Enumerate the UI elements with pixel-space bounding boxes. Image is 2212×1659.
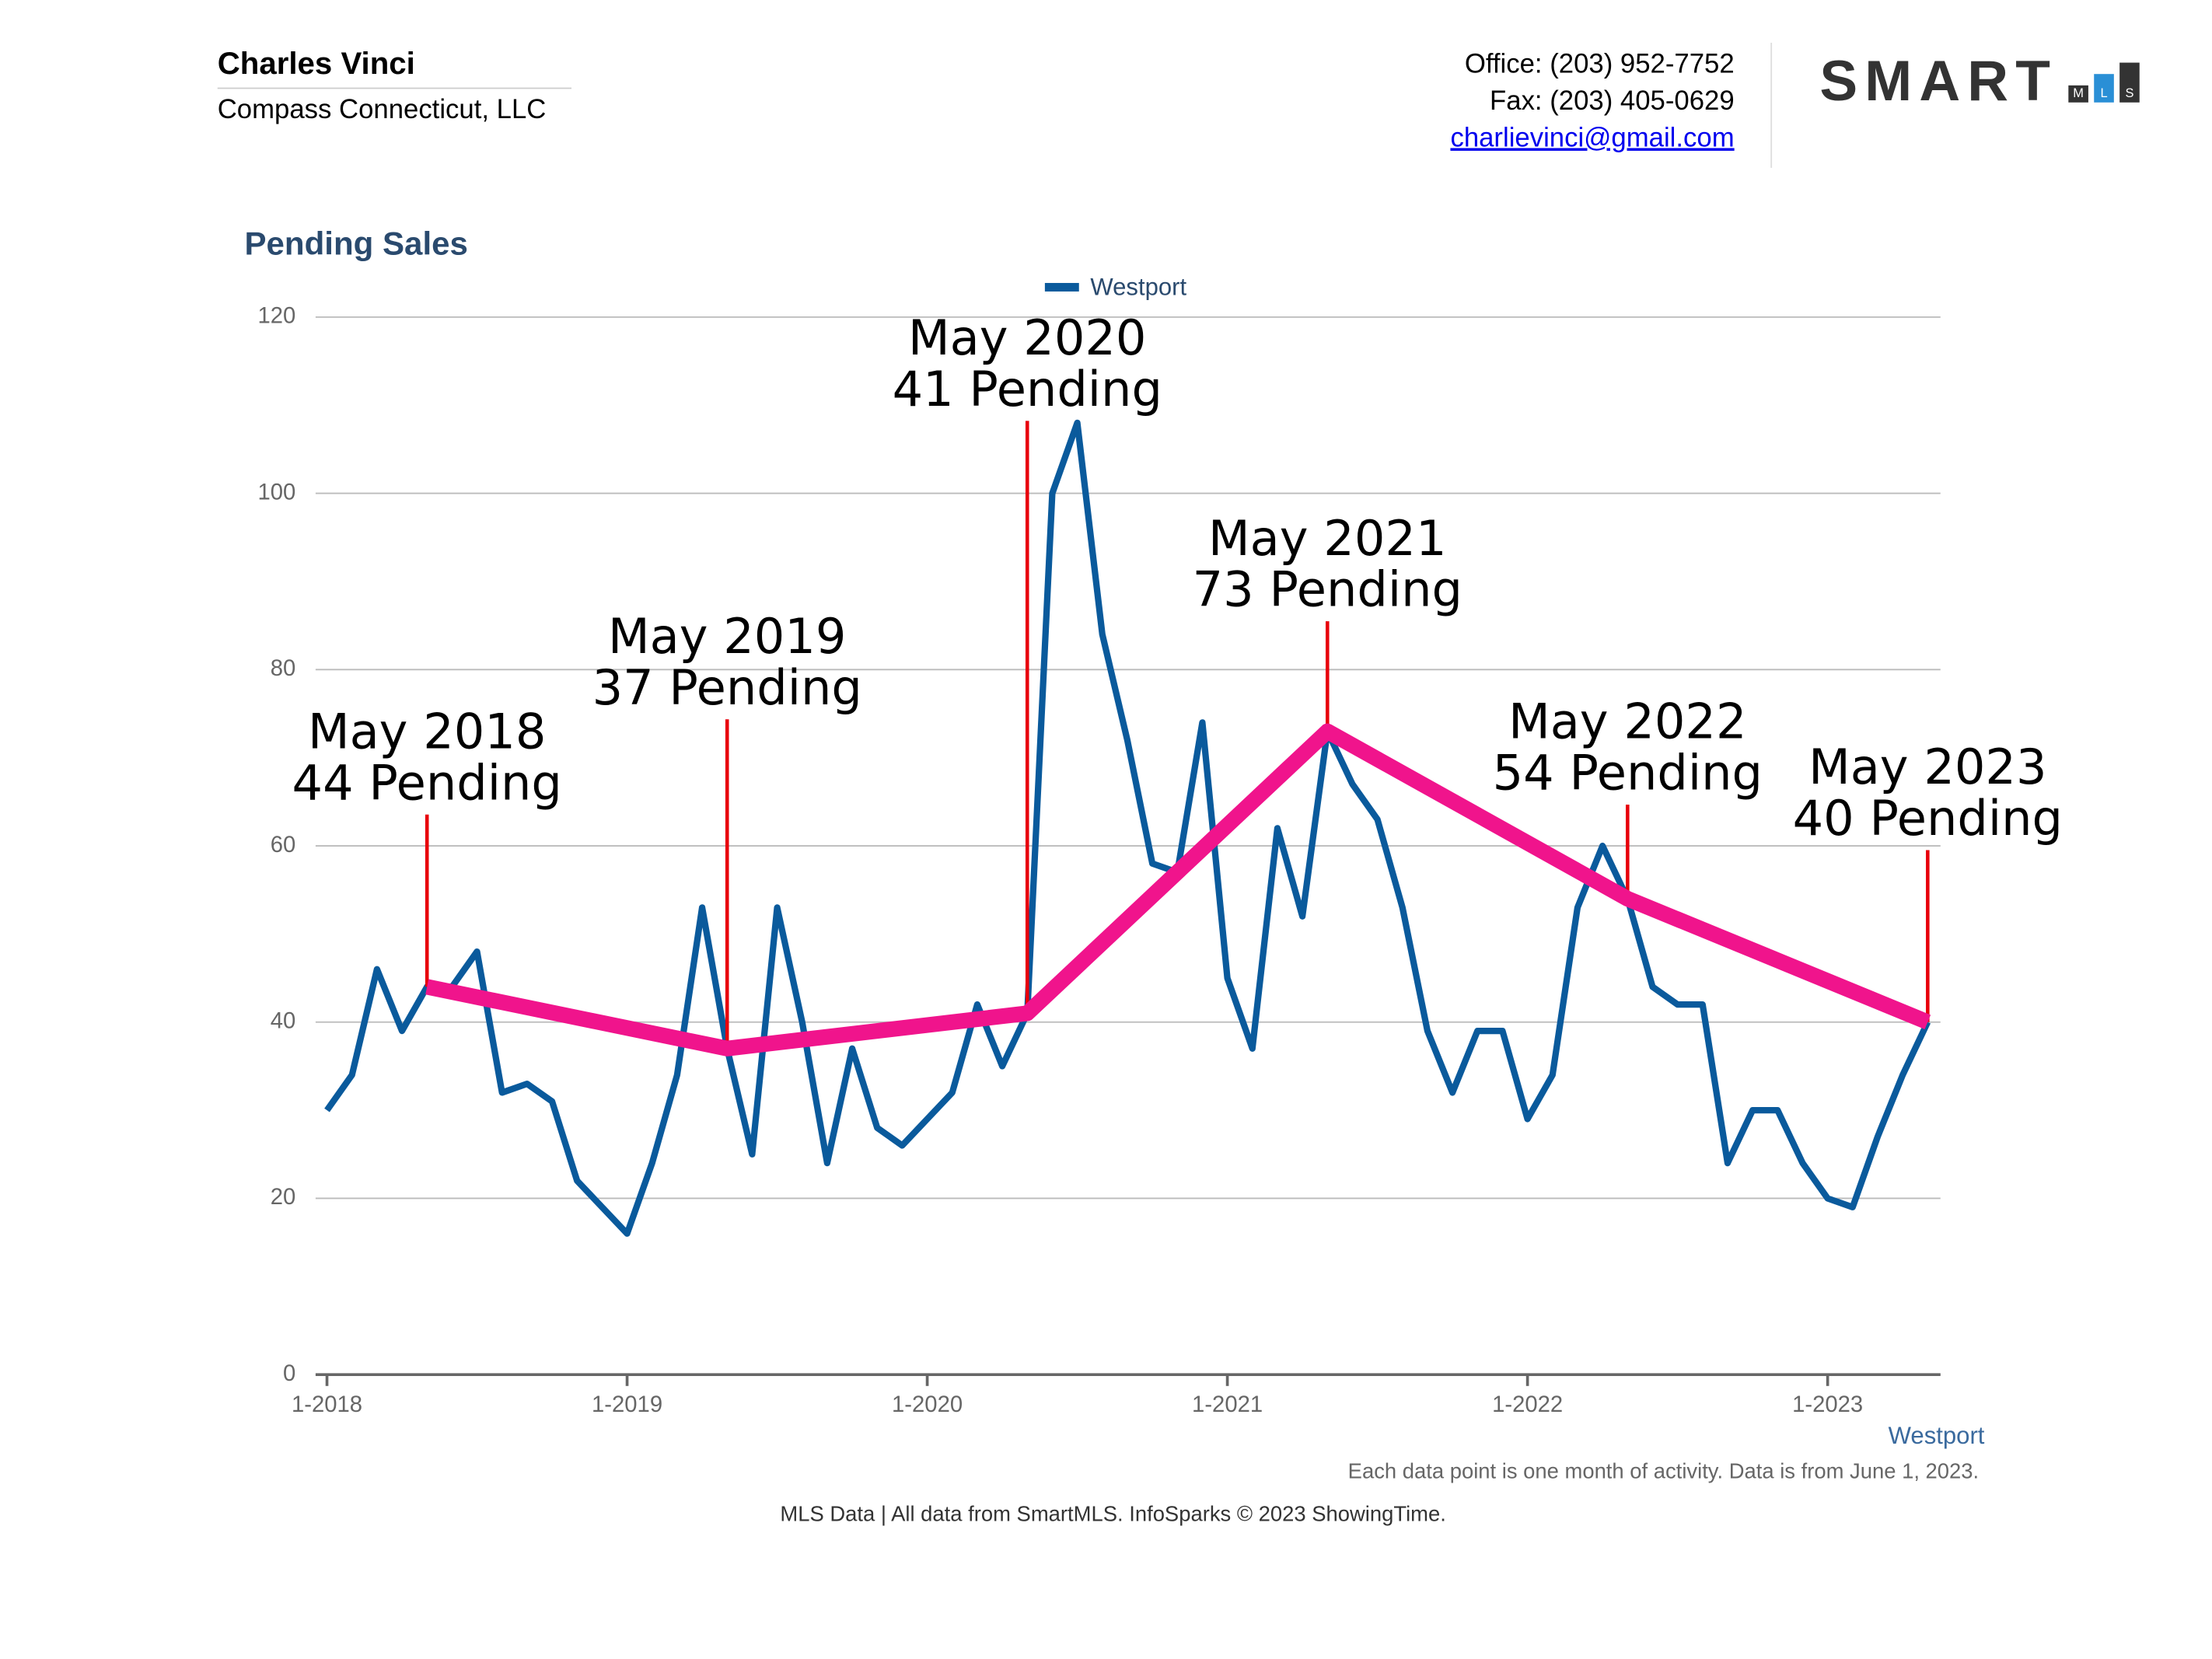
chart-title: Pending Sales bbox=[244, 225, 467, 262]
annotation-label: May 2020 bbox=[908, 309, 1146, 366]
data-line bbox=[324, 419, 1931, 1237]
annotation-label: May 2019 bbox=[608, 608, 846, 665]
annotation-label: May 2021 bbox=[1208, 510, 1446, 567]
y-tick-label: 100 bbox=[257, 480, 295, 505]
footer: MLS Data | All data from SmartMLS. InfoS… bbox=[780, 1501, 1445, 1525]
annotation-label: May 2023 bbox=[1808, 739, 2046, 795]
legend-label: Westport bbox=[1090, 273, 1186, 300]
logo-letter: M bbox=[2073, 86, 2084, 100]
x-tick-label: 1-2022 bbox=[1492, 1392, 1563, 1417]
fax: Fax: (203) 405-0629 bbox=[1490, 86, 1735, 116]
chart-note: Each data point is one month of activity… bbox=[1348, 1459, 1979, 1483]
logo-bar bbox=[2068, 85, 2088, 103]
annotation-label: 37 Pending bbox=[592, 659, 862, 716]
logo-bars: M L S bbox=[2068, 62, 2140, 103]
annotation-label: May 2022 bbox=[1508, 693, 1746, 750]
annotation-label: 44 Pending bbox=[292, 754, 562, 811]
x-axis-title: Westport bbox=[1889, 1422, 1985, 1449]
logo-text: SMART bbox=[1819, 50, 2057, 113]
trend-line bbox=[425, 723, 1931, 1057]
email-link[interactable]: charlievinci@gmail.com bbox=[1450, 123, 1734, 152]
annotation-label: May 2018 bbox=[308, 703, 546, 760]
y-tick-label: 40 bbox=[271, 1008, 296, 1033]
annotation-label: 41 Pending bbox=[893, 361, 1162, 417]
x-tick-label: 1-2018 bbox=[292, 1392, 362, 1417]
annotation-label: 54 Pending bbox=[1493, 745, 1763, 802]
y-tick-label: 60 bbox=[271, 833, 296, 857]
agent-name: Charles Vinci bbox=[218, 46, 415, 81]
company: Compass Connecticut, LLC bbox=[218, 95, 547, 124]
y-tick-label: 80 bbox=[271, 656, 296, 681]
x-tick-label: 1-2019 bbox=[592, 1392, 662, 1417]
annotation-label: 73 Pending bbox=[1193, 561, 1462, 618]
y-tick-label: 0 bbox=[283, 1361, 295, 1386]
logo-bar bbox=[2094, 74, 2114, 103]
x-tick-label: 1-2020 bbox=[892, 1392, 963, 1417]
logo-letter: S bbox=[2125, 86, 2133, 100]
office-phone: Office: (203) 952-7752 bbox=[1465, 49, 1735, 79]
y-tick-label: 120 bbox=[257, 304, 295, 329]
x-tick-label: 1-2023 bbox=[1792, 1392, 1863, 1417]
logo-bar bbox=[2119, 62, 2140, 103]
annotation-label: 40 Pending bbox=[1793, 790, 2063, 847]
x-tick-label: 1-2021 bbox=[1192, 1392, 1263, 1417]
logo-letter: L bbox=[2100, 86, 2107, 100]
legend-swatch bbox=[1044, 282, 1079, 292]
y-tick-label: 20 bbox=[271, 1185, 296, 1210]
